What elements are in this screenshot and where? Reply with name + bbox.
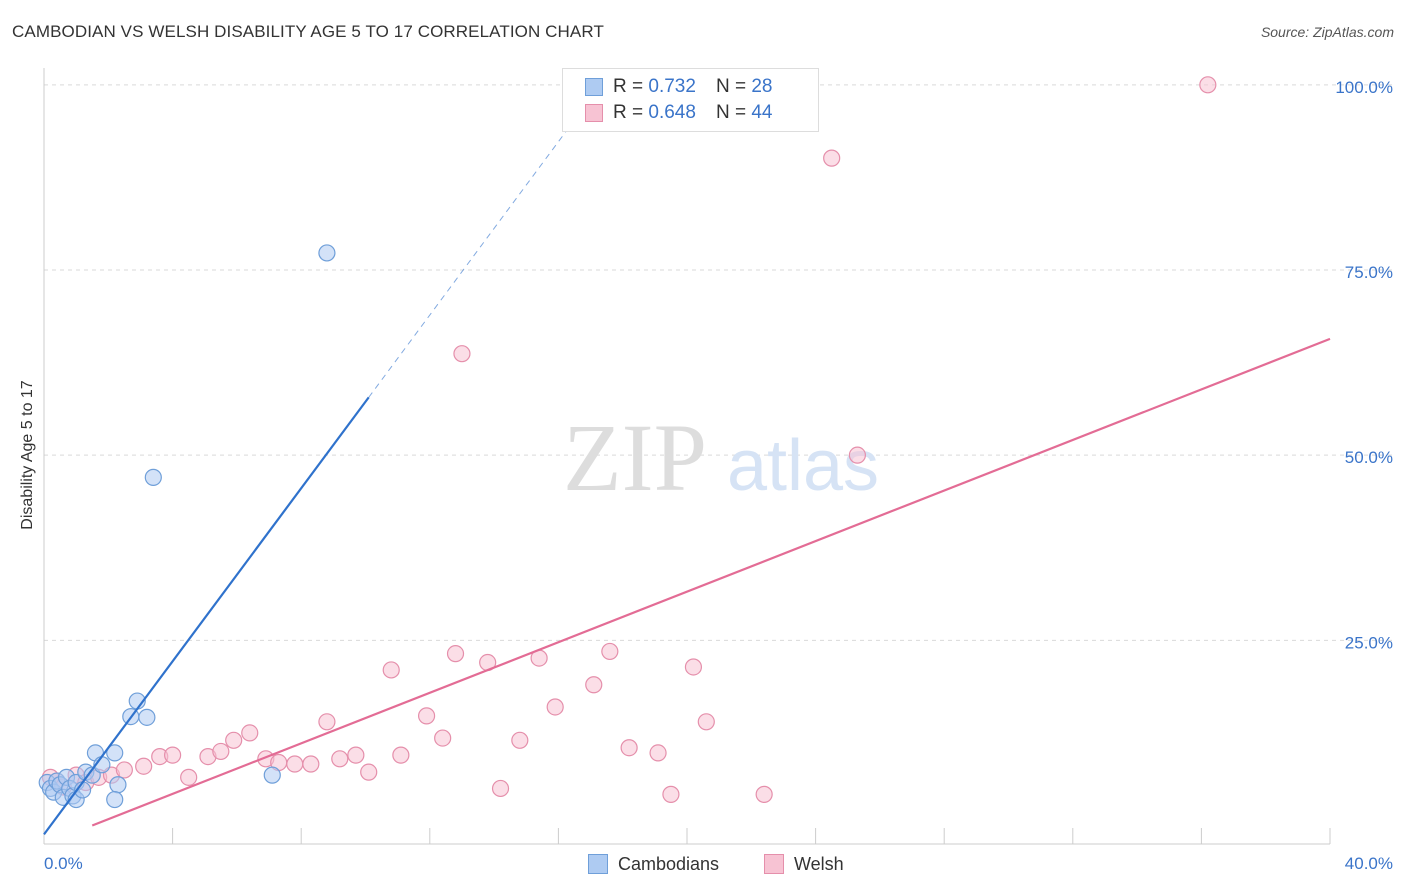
cambodian-point	[144, 468, 162, 486]
r-label: R =	[613, 102, 644, 123]
chart-title: CAMBODIAN VS WELSH DISABILITY AGE 5 TO 1…	[12, 22, 604, 41]
welsh-point	[115, 761, 133, 779]
cambodian-point	[106, 790, 124, 809]
welsh-point	[212, 742, 230, 761]
welsh-point	[180, 768, 198, 786]
welsh-point	[446, 645, 465, 663]
welsh-point	[302, 755, 320, 773]
legend-label-cambodians: Cambodians	[618, 853, 720, 874]
welsh-trend-line	[91, 337, 1331, 827]
welsh-point	[1199, 76, 1217, 94]
r-value: 0.648	[648, 102, 696, 123]
source-credit: Source: ZipAtlas.com	[1260, 24, 1394, 40]
welsh-point	[662, 785, 680, 803]
x-tick-label: 0.0%	[44, 854, 83, 873]
watermark-zip: ZIP	[563, 404, 707, 511]
welsh-point	[417, 707, 436, 725]
welsh-point	[318, 713, 336, 731]
welsh-point	[434, 729, 452, 747]
stats-row-welsh: R = 0.648 N = 44	[585, 100, 772, 126]
welsh-point	[848, 446, 866, 464]
n-value: 28	[751, 76, 773, 97]
welsh-swatch	[585, 104, 603, 122]
cambodian-point	[109, 776, 127, 794]
cambodian-point	[318, 244, 336, 262]
legend-item-welsh: Welsh	[764, 852, 844, 876]
welsh-point	[286, 755, 304, 773]
welsh-point	[491, 779, 510, 798]
legend-swatch-cambodians	[588, 854, 608, 874]
welsh-point	[546, 698, 564, 716]
y-tick-label: 25.0%	[1345, 633, 1393, 652]
welsh-point	[331, 750, 349, 768]
welsh-point	[347, 746, 365, 764]
legend-swatch-welsh	[764, 854, 784, 874]
r-label: R =	[613, 76, 644, 97]
stats-row-cambodians: R = 0.732 N = 28	[585, 74, 772, 100]
y-tick-label: 100.0%	[1335, 78, 1393, 97]
watermark-atlas: atlas	[727, 426, 879, 506]
welsh-point	[823, 149, 841, 167]
welsh-point	[511, 731, 529, 749]
welsh-point	[649, 744, 667, 762]
welsh-point	[453, 345, 471, 363]
welsh-point	[241, 724, 259, 742]
cambodian-point	[263, 766, 281, 784]
legend-label-welsh: Welsh	[794, 853, 844, 874]
n-label: N =	[715, 76, 747, 97]
welsh-point	[392, 746, 410, 764]
welsh-point	[684, 658, 703, 676]
welsh-point	[225, 731, 243, 749]
welsh-point	[697, 713, 715, 731]
welsh-point	[601, 642, 619, 661]
x-tick-label: 40.0%	[1345, 854, 1393, 873]
y-axis-label: Disability Age 5 to 17	[19, 380, 36, 530]
cambodian-trend-line	[43, 396, 370, 836]
cambodian-trend-extension	[368, 106, 585, 398]
welsh-point	[382, 661, 400, 679]
y-tick-label: 50.0%	[1345, 448, 1393, 467]
welsh-point	[164, 746, 182, 764]
cambodians-swatch	[585, 78, 603, 96]
welsh-point	[755, 785, 773, 803]
n-value: 44	[751, 102, 773, 123]
y-tick-label: 75.0%	[1345, 263, 1393, 282]
welsh-point	[585, 676, 603, 694]
stats-legend: R = 0.732 N = 28 R = 0.648 N = 44	[562, 68, 819, 132]
welsh-point	[620, 739, 638, 757]
legend-item-cambodians: Cambodians	[588, 852, 719, 876]
cambodian-point	[138, 708, 156, 726]
welsh-point	[135, 757, 153, 775]
cambodian-point	[106, 744, 124, 762]
n-label: N =	[715, 102, 747, 123]
r-value: 0.732	[648, 76, 696, 97]
welsh-point	[360, 763, 378, 781]
